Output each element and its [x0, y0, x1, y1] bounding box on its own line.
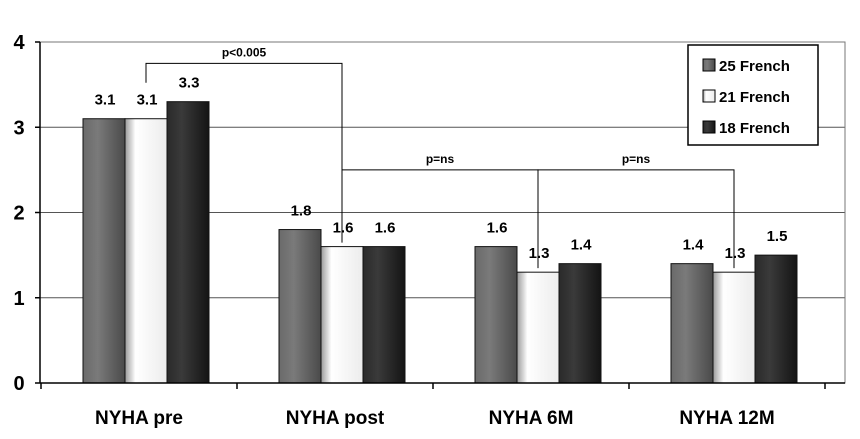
data-label: 1.8: [291, 203, 312, 220]
bar: [558, 263, 602, 384]
bar: [712, 271, 756, 384]
y-tick-label: 4: [13, 32, 25, 54]
legend-swatch: [702, 58, 716, 72]
legend: 25 French 21 French 18 French: [687, 44, 819, 146]
x-category-label: NYHA post: [286, 408, 385, 429]
data-label: 3.3: [179, 75, 200, 92]
data-label: 3.1: [95, 92, 116, 109]
significance-label: p=ns: [622, 152, 651, 166]
data-label: 1.6: [333, 220, 354, 237]
significance-bracket: [537, 169, 735, 269]
significance-label: p=ns: [426, 152, 455, 166]
y-tick-label: 0: [13, 373, 24, 395]
bar: [474, 246, 518, 384]
bar: [754, 254, 798, 384]
data-label: 1.4: [683, 237, 705, 254]
bar: [82, 118, 126, 384]
legend-label: 21 French: [719, 89, 790, 106]
axes: 0 1 2 3 4 NYHA pre NYHA post NYHA 6M NYHA 12M: [13, 32, 846, 429]
legend-label: 18 French: [719, 120, 790, 137]
legend-swatch: [702, 120, 716, 134]
x-category-label: NYHA pre: [95, 408, 183, 429]
bar: [670, 263, 714, 384]
bar: [320, 246, 364, 384]
data-label: 1.3: [725, 245, 746, 262]
bar: [124, 118, 168, 384]
x-category-label: NYHA 12M: [679, 408, 774, 429]
data-label: 1.6: [487, 220, 508, 237]
data-label: 1.4: [571, 237, 593, 254]
data-label: 1.3: [529, 245, 550, 262]
legend-swatch: [702, 89, 716, 103]
data-label: 1.5: [767, 228, 788, 245]
x-category-label: NYHA 6M: [489, 408, 574, 429]
data-label: 1.6: [375, 220, 396, 237]
data-labels: 3.1 1.8 1.6 1.4 3.1 1.6 1.3 1.3 3.3 1.6 1.4 1.5: [95, 75, 788, 262]
legend-label: 25 French: [719, 58, 790, 75]
y-tick-label: 1: [13, 288, 24, 310]
significance-label: p<0.005: [222, 45, 267, 59]
bar: [516, 271, 560, 384]
bar: [166, 101, 210, 384]
annotations: p<0.005 p=ns p=ns: [145, 45, 735, 269]
significance-bracket: [145, 62, 343, 243]
bar: [362, 246, 406, 384]
y-tick-label: 3: [13, 117, 24, 139]
data-label: 3.1: [137, 92, 158, 109]
y-tick-label: 2: [13, 203, 24, 225]
bar: [278, 229, 322, 384]
bars: [82, 101, 798, 384]
